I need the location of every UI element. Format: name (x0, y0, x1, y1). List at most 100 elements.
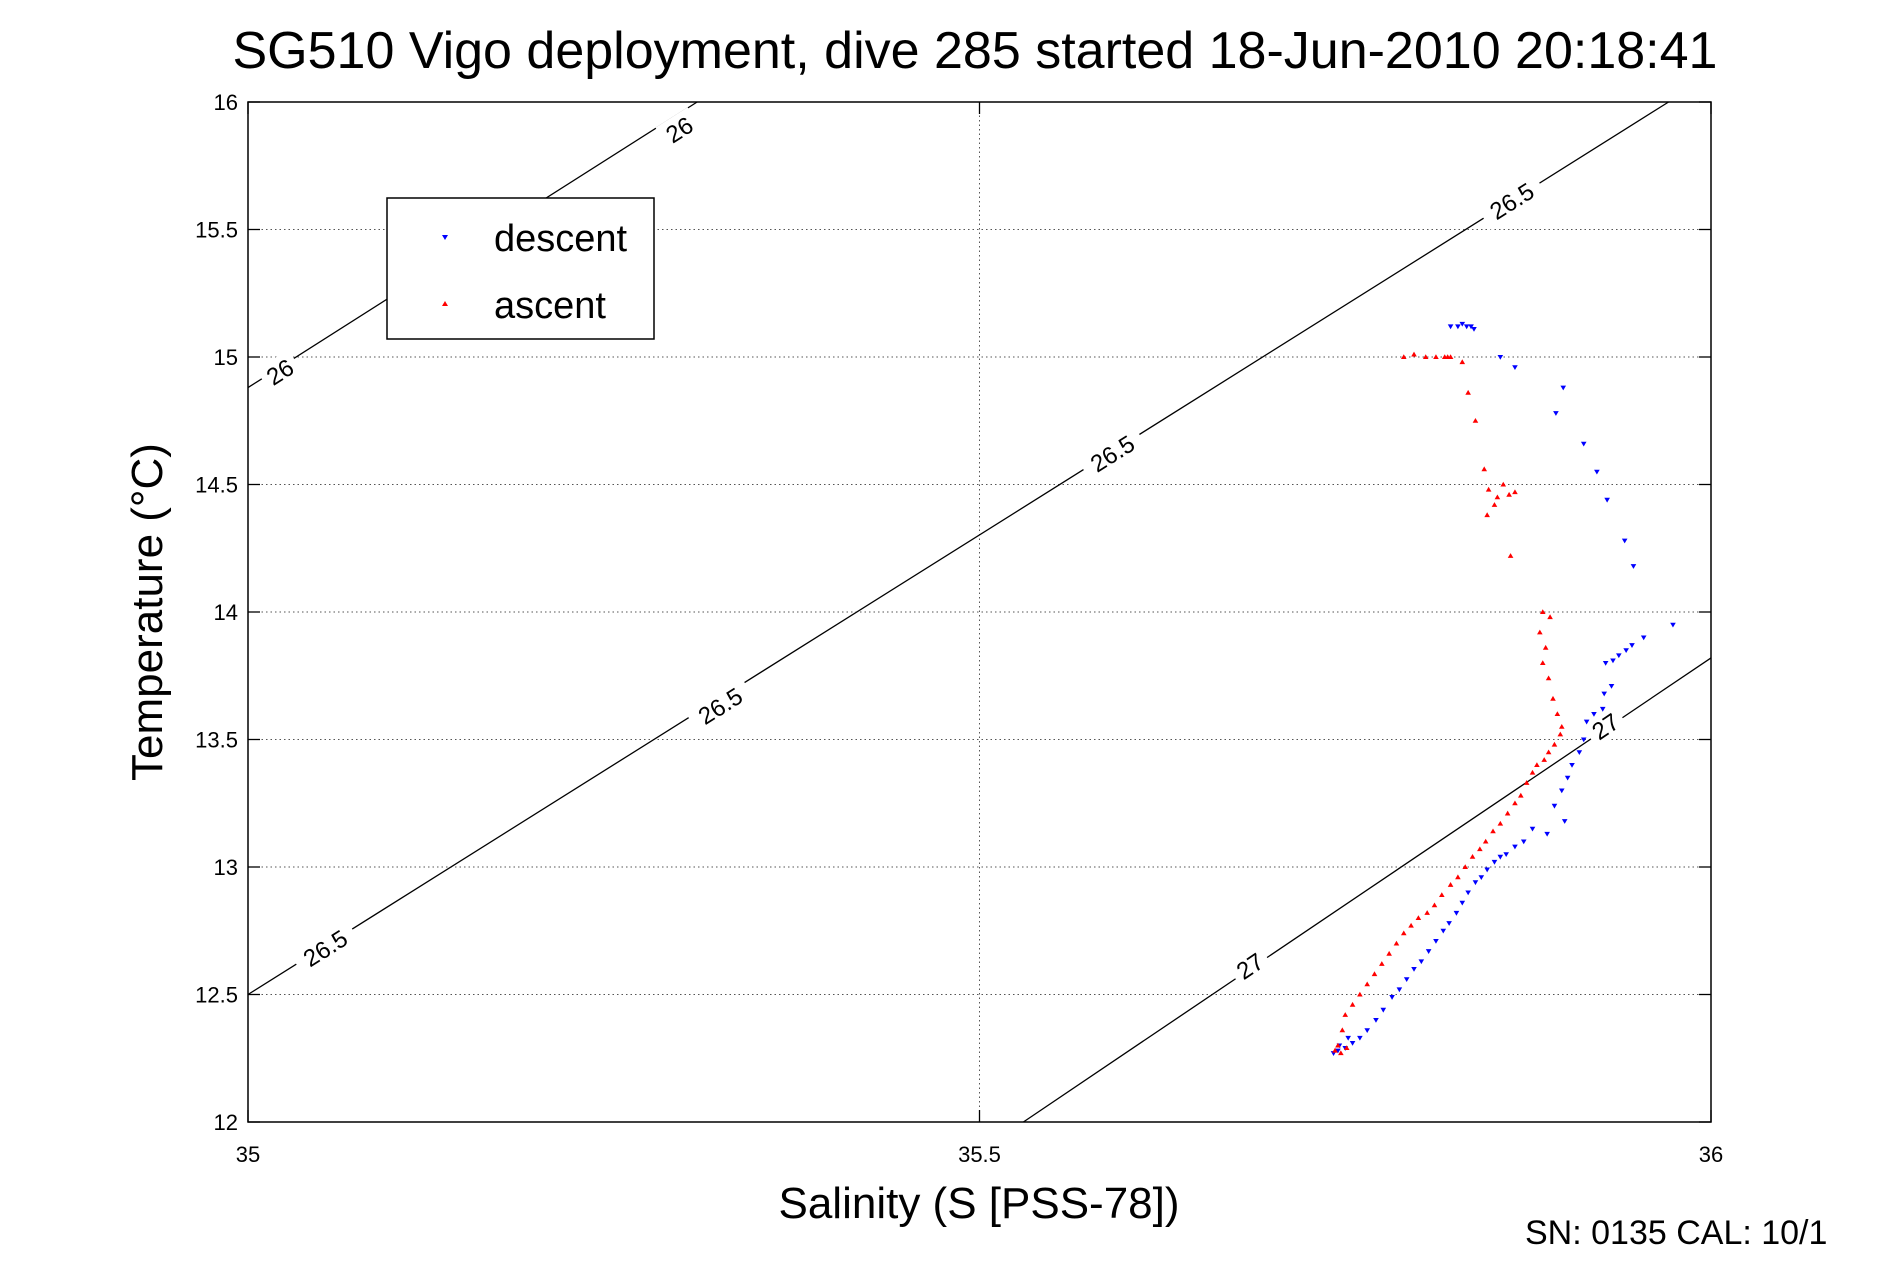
contour-label-bg (289, 918, 361, 978)
ascent-point (1386, 950, 1392, 956)
descent-point (1459, 321, 1466, 327)
ascent-point (1541, 757, 1548, 762)
legend-label-descent: descent (494, 218, 628, 260)
descent-point (1621, 538, 1628, 544)
ascent-point (1411, 351, 1417, 357)
y-tick-label: 15.5 (195, 218, 238, 243)
legend-marker-ascent (442, 301, 448, 306)
ascent-point (1343, 1045, 1350, 1051)
contour-label-bg (1226, 943, 1274, 988)
ascent-point (1424, 910, 1430, 915)
contour-label-bg (684, 676, 756, 735)
descent-point (1411, 967, 1417, 972)
y-tick-label: 14 (214, 600, 238, 625)
ascent-point (1339, 1027, 1346, 1033)
ascent-point (1490, 828, 1496, 834)
descent-point (1583, 719, 1590, 725)
y-axis-label: Temperature (°C) (123, 443, 172, 781)
ascent-point (1422, 354, 1429, 359)
descent-point (1478, 875, 1485, 880)
ascent-point (1537, 629, 1543, 635)
ascent-point (1408, 922, 1414, 928)
descent-point (1616, 653, 1622, 659)
ascent-point (1558, 723, 1565, 729)
ascent-point (1482, 838, 1489, 844)
ascent-point (1507, 553, 1514, 558)
descent-point (1484, 867, 1490, 873)
contour-label-bg (1076, 423, 1148, 483)
descent-point (1335, 1048, 1341, 1054)
descent-point (1569, 763, 1575, 768)
ascent-point (1545, 675, 1552, 681)
ascent-point (1472, 417, 1479, 423)
ascent-point (1545, 749, 1552, 755)
ascent-point (1491, 502, 1498, 507)
descent-point (1544, 831, 1550, 837)
legend-marker-descent (442, 235, 448, 240)
ascent-point (1393, 940, 1400, 946)
descent-point (1591, 712, 1597, 717)
descent-point (1389, 995, 1395, 1000)
ascent-point (1447, 882, 1454, 887)
ascent-point (1431, 902, 1438, 908)
ascent-point (1400, 930, 1407, 936)
descent-point (1364, 1028, 1370, 1033)
descent-point (1604, 497, 1610, 503)
descent-point (1447, 324, 1454, 330)
descent-point (1580, 737, 1587, 743)
ascent-point (1338, 1050, 1344, 1056)
footer-serial-cal: SN: 0135 CAL: 10/1 (1525, 1214, 1827, 1252)
y-tick-label: 12 (214, 1110, 238, 1135)
chart-title: SG510 Vigo deployment, dive 285 started … (233, 22, 1718, 80)
descent-point (1446, 921, 1452, 926)
ascent-point (1485, 486, 1492, 492)
ascent-point (1506, 491, 1512, 497)
ascent-point (1462, 864, 1469, 869)
ascent-point (1465, 389, 1471, 395)
descent-point (1629, 643, 1635, 648)
descent-point (1453, 910, 1460, 916)
ascent-point (1500, 481, 1507, 487)
ascent-point (1512, 489, 1518, 495)
contour-label-bg (1581, 703, 1629, 749)
descent-point (1558, 788, 1565, 794)
descent-point (1403, 977, 1410, 982)
ascent-point (1477, 846, 1483, 852)
y-tick-label: 14.5 (195, 473, 238, 498)
y-tick-label: 16 (214, 90, 238, 115)
descent-point (1497, 854, 1504, 860)
y-tick-label: 15 (214, 345, 238, 370)
tick-labels: 35 35.5 36 12 12.5 13 13.5 14 14.5 15 15.5 16 (195, 90, 1723, 1167)
descent-point (1602, 661, 1609, 666)
legend-box (386, 197, 655, 340)
contour-line-26.5 (247, 101, 1669, 996)
descent-point (1425, 949, 1432, 954)
descent-point (1471, 326, 1477, 332)
ascent-point (1557, 731, 1564, 737)
descent-point (1553, 411, 1559, 416)
ascent-point (1364, 981, 1370, 987)
descent-point (1455, 324, 1461, 330)
contour-label-bg (1476, 171, 1547, 231)
descent-point (1468, 324, 1474, 330)
x-tick-label: 35 (236, 1142, 260, 1167)
descent-point (1599, 706, 1606, 712)
ascent-point (1504, 810, 1511, 816)
ascent-point (1484, 512, 1490, 518)
y-tick-label: 12.5 (195, 983, 238, 1008)
ascent-point (1550, 695, 1556, 701)
ascent-point (1539, 609, 1546, 614)
ascent-point (1512, 800, 1518, 806)
x-tick-label: 35.5 (958, 1142, 1001, 1167)
data-points (1330, 321, 1676, 1056)
ascent-point (1400, 354, 1407, 359)
ascent-point (1547, 614, 1553, 620)
descent-point (1640, 635, 1647, 641)
ascent-point (1534, 762, 1540, 767)
descent-point (1561, 819, 1568, 824)
ascent-point (1357, 991, 1363, 997)
ascent-point (1415, 915, 1422, 920)
ascent-point (1371, 971, 1378, 977)
descent-point (1440, 928, 1447, 934)
legend-label-ascent: ascent (494, 285, 606, 327)
